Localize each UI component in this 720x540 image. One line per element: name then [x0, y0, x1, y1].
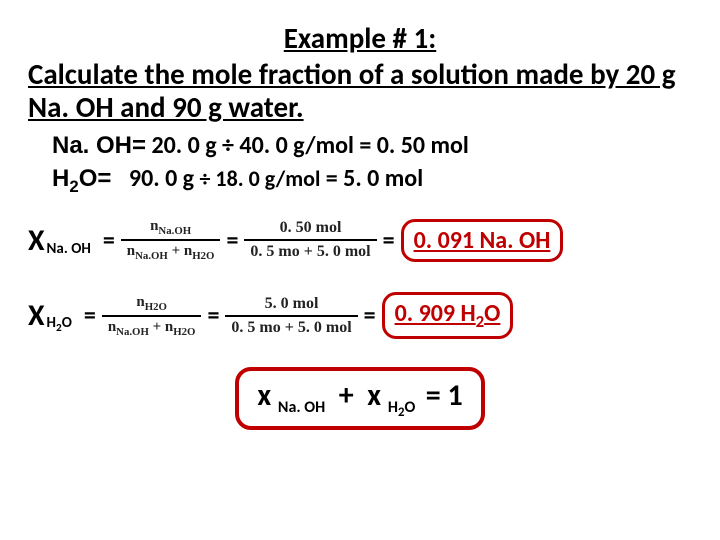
naoh-result-box: 0. 091 Na. OH	[401, 219, 564, 262]
x-h2o-row: X H2O = nH2O nNa.OH + nH2O = 5. 0 mol 0.…	[28, 292, 692, 339]
h2o-mass: 90. 0 g	[129, 164, 194, 193]
equals-sign: =	[207, 301, 219, 330]
sum-row: x Na. OH + x H2O = 1	[28, 367, 692, 430]
sum-box: x Na. OH + x H2O = 1	[235, 367, 484, 430]
equals-sign: =	[226, 226, 238, 255]
symbolic-fraction-naoh: nNa.OH nNa.OH + nH2O	[121, 218, 221, 262]
x-symbol: X	[28, 222, 45, 259]
h2o-result: = 5. 0 mol	[326, 164, 423, 193]
naoh-mass: 20. 0 g	[151, 131, 216, 160]
x-symbol: X	[28, 297, 45, 334]
x-naoh-row: X Na. OH = nNa.OH nNa.OH + nH2O = 0. 50 …	[28, 218, 692, 262]
numeric-fraction-h2o: 5. 0 mol 0. 5 mo + 5. 0 mol	[225, 295, 357, 337]
equals-sign: =	[383, 226, 395, 255]
h2o-result-box: 0. 909 H2O	[382, 292, 514, 339]
x-naoh-sub: Na. OH	[47, 240, 91, 258]
naoh-result: = 0. 50 mol	[359, 131, 468, 160]
h2o-calc-line: H2O= 90. 0 g ÷ 18. 0 g/mol = 5. 0 mol	[52, 164, 692, 197]
symbolic-fraction-h2o: nH2O nNa.OH + nH2O	[102, 294, 202, 338]
example-title: Example # 1:	[28, 20, 692, 56]
problem-statement: Calculate the mole fraction of a solutio…	[28, 58, 692, 125]
equals-sign: =	[103, 226, 115, 255]
h2o-label: H2O=	[52, 165, 118, 192]
naoh-div: ÷ 40. 0 g/mol	[222, 131, 354, 160]
numeric-fraction-naoh: 0. 50 mol 0. 5 mo + 5. 0 mol	[244, 219, 376, 261]
equals-sign: =	[364, 301, 376, 330]
equals-sign: =	[84, 301, 96, 330]
h2o-div: ÷ 18. 0 g/mol	[199, 165, 320, 192]
x-h2o-sub: H2O	[47, 314, 72, 335]
naoh-calc-line: Na. OH= 20. 0 g ÷ 40. 0 g/mol = 0. 50 mo…	[52, 131, 692, 160]
slide-root: Example # 1: Calculate the mole fraction…	[0, 0, 720, 440]
naoh-label: Na. OH=	[52, 132, 146, 159]
